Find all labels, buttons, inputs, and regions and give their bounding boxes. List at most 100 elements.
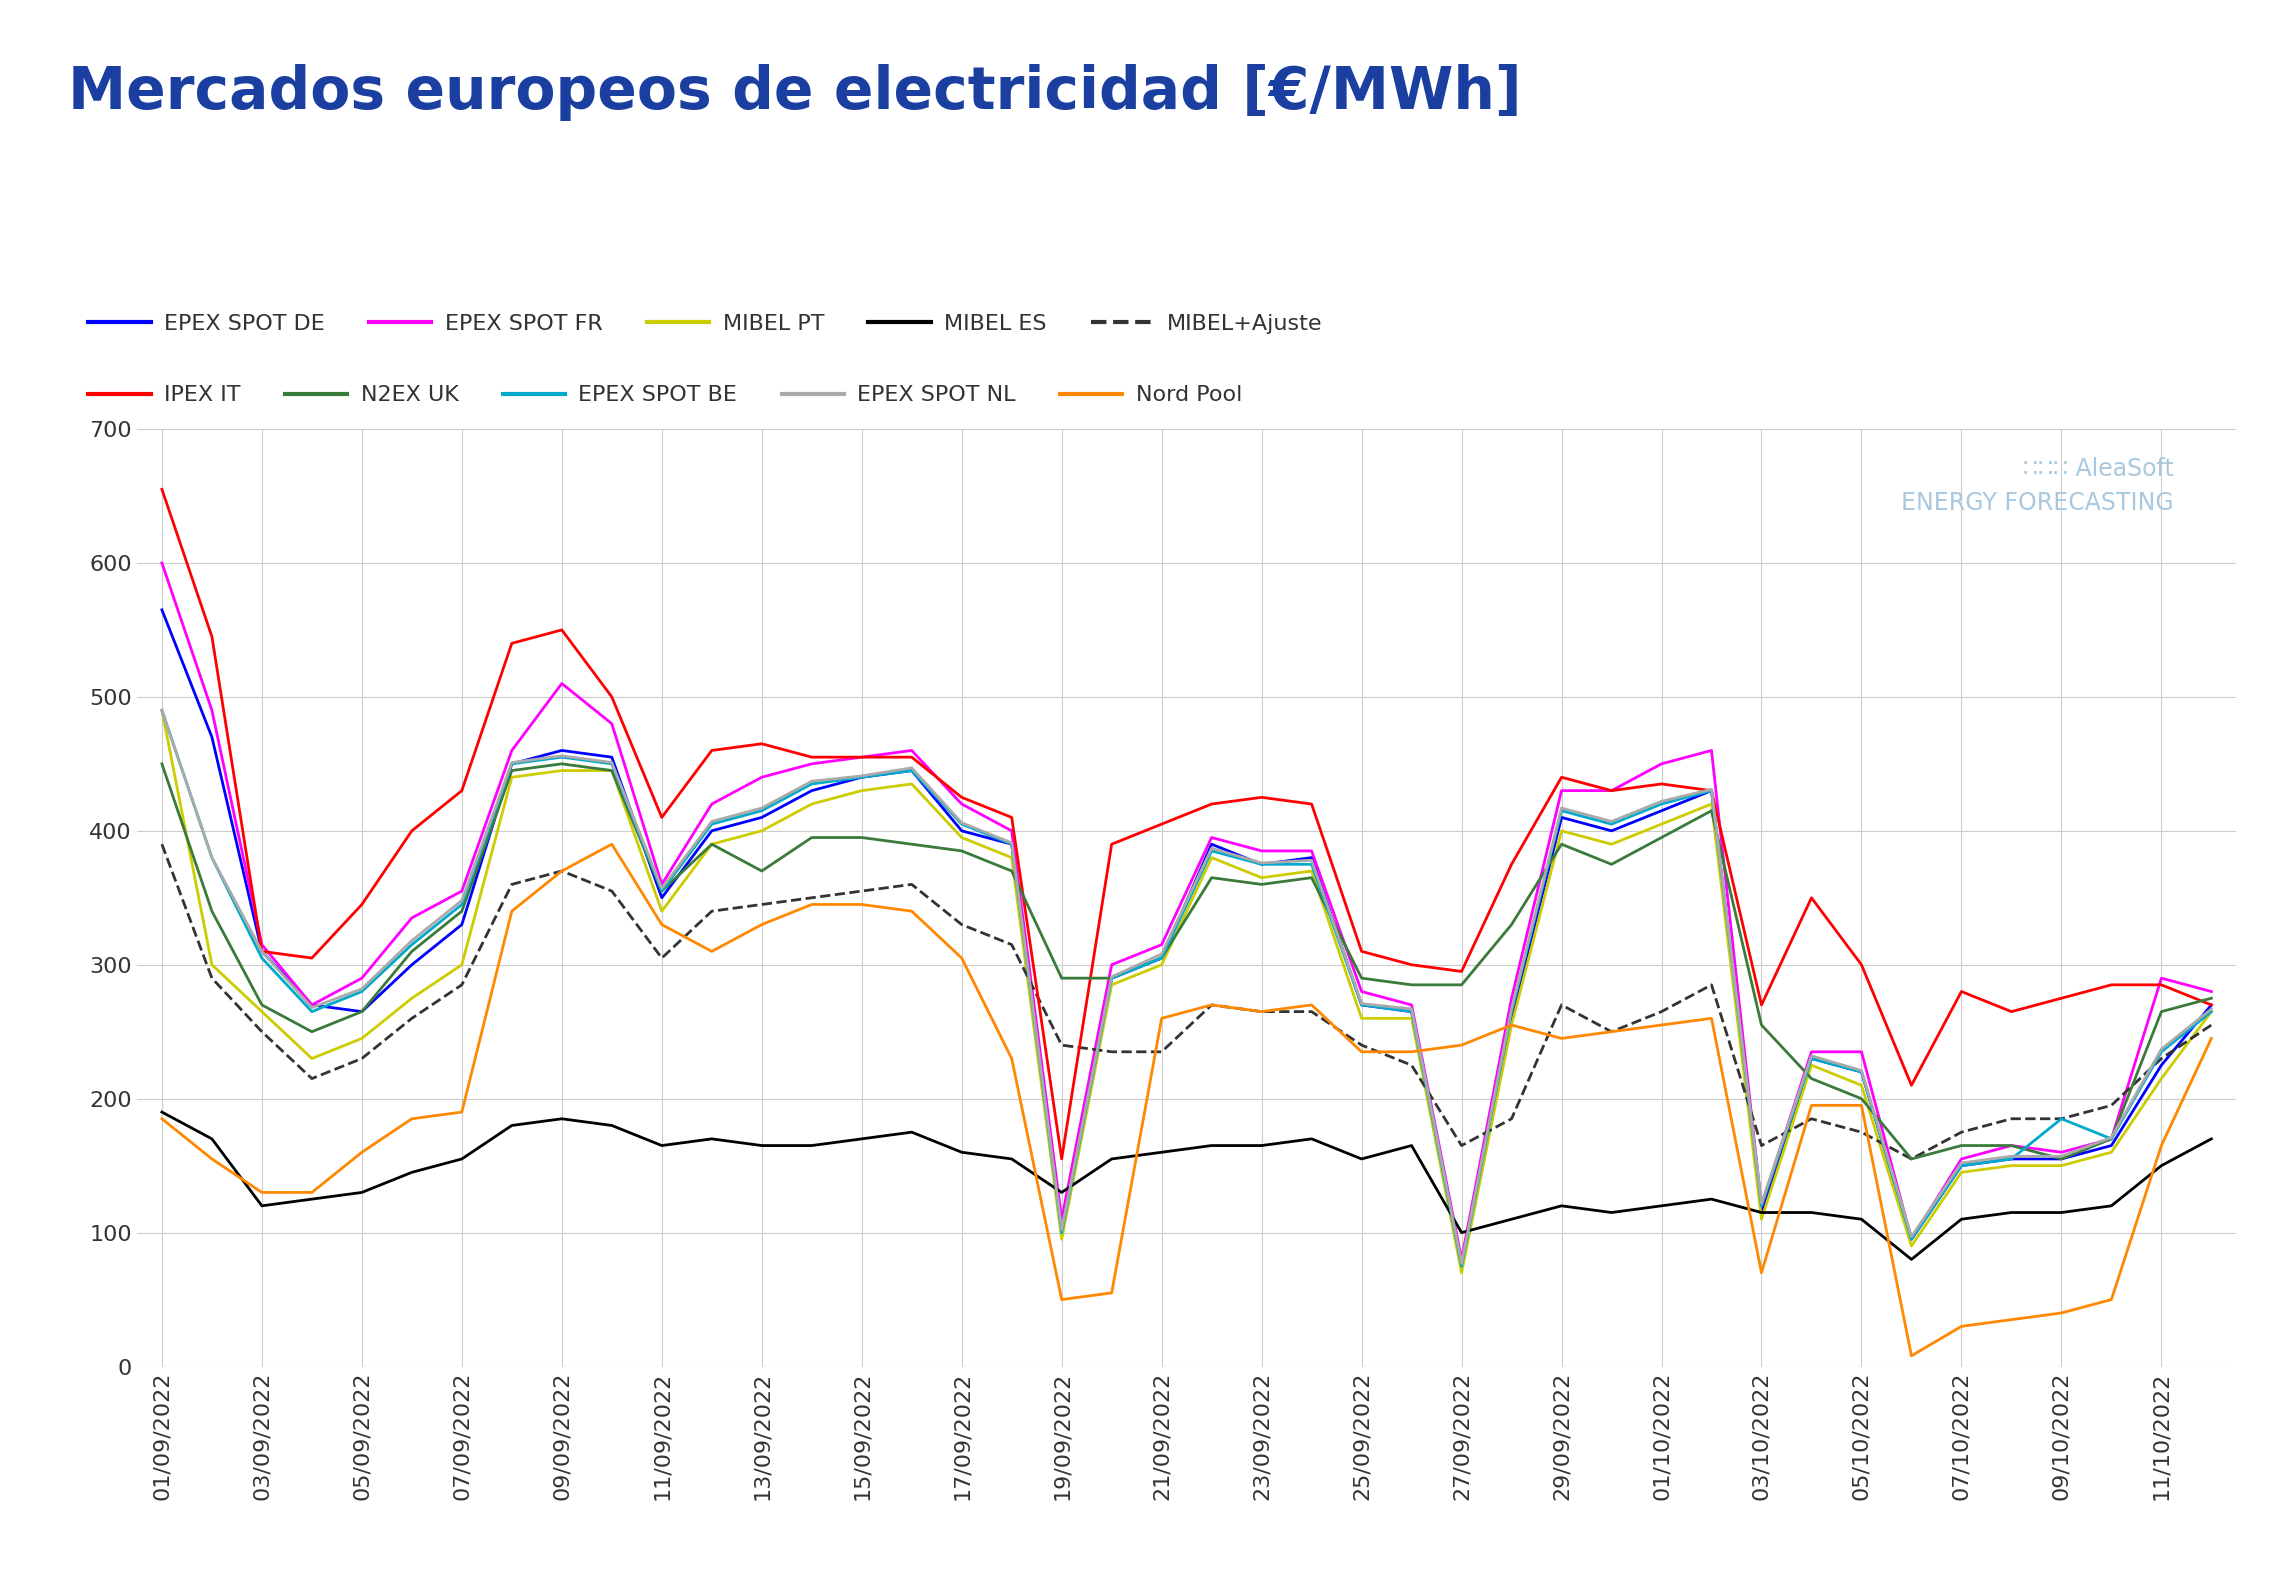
MIBEL ES (1798, 1203, 1826, 1222)
N2EX UK (1298, 868, 1326, 887)
MIBEL+Ajuste (1698, 976, 1725, 995)
MIBEL PT (1098, 976, 1125, 995)
IPEX IT (497, 634, 525, 653)
EPEX SPOT DE (2147, 1055, 2175, 1074)
MIBEL PT (148, 701, 176, 720)
EPEX SPOT FR (497, 740, 525, 760)
MIBEL+Ajuste (199, 969, 226, 988)
Line: N2EX UK: N2EX UK (162, 764, 2211, 1158)
EPEX SPOT BE (698, 815, 726, 834)
EPEX SPOT DE (199, 728, 226, 747)
EPEX SPOT FR (899, 740, 926, 760)
Nord Pool (1547, 1030, 1575, 1049)
MIBEL ES (1198, 1136, 1225, 1155)
Nord Pool (397, 1109, 424, 1128)
EPEX SPOT DE (1497, 1009, 1524, 1028)
IPEX IT (397, 822, 424, 841)
EPEX SPOT NL (1447, 1254, 1474, 1273)
Nord Pool (1198, 995, 1225, 1014)
IPEX IT (1949, 982, 1976, 1001)
EPEX SPOT FR (1547, 782, 1575, 801)
N2EX UK (397, 942, 424, 961)
Line: MIBEL+Ajuste: MIBEL+Ajuste (162, 844, 2211, 1158)
EPEX SPOT BE (1698, 782, 1725, 801)
Nord Pool (1447, 1036, 1474, 1055)
N2EX UK (2047, 1149, 2074, 1168)
IPEX IT (548, 620, 575, 639)
EPEX SPOT NL (1648, 791, 1675, 810)
Text: Mercados europeos de electricidad [€/MWh]: Mercados europeos de electricidad [€/MWh… (68, 64, 1522, 121)
N2EX UK (748, 861, 776, 880)
MIBEL ES (1047, 1182, 1075, 1201)
MIBEL ES (648, 1136, 675, 1155)
EPEX SPOT NL (1399, 999, 1426, 1019)
EPEX SPOT FR (849, 747, 876, 766)
MIBEL PT (349, 1030, 377, 1049)
MIBEL ES (1597, 1203, 1625, 1222)
MIBEL+Ajuste (1298, 1003, 1326, 1022)
IPEX IT (1497, 855, 1524, 874)
MIBEL PT (1949, 1163, 1976, 1182)
EPEX SPOT DE (1798, 1049, 1826, 1068)
IPEX IT (1047, 1149, 1075, 1168)
Line: IPEX IT: IPEX IT (162, 489, 2211, 1158)
EPEX SPOT NL (1997, 1147, 2024, 1166)
EPEX SPOT NL (349, 979, 377, 998)
N2EX UK (997, 861, 1025, 880)
MIBEL PT (899, 774, 926, 793)
EPEX SPOT DE (1148, 949, 1175, 968)
Nord Pool (249, 1182, 276, 1201)
Nord Pool (1349, 1042, 1376, 1061)
EPEX SPOT DE (849, 767, 876, 787)
EPEX SPOT FR (1748, 1197, 1775, 1216)
IPEX IT (997, 807, 1025, 826)
MIBEL PT (199, 955, 226, 974)
Nord Pool (799, 895, 826, 914)
Line: Nord Pool: Nord Pool (162, 844, 2211, 1355)
MIBEL PT (1997, 1157, 2024, 1176)
Nord Pool (1698, 1009, 1725, 1028)
EPEX SPOT DE (748, 807, 776, 826)
EPEX SPOT FR (1899, 1230, 1926, 1249)
EPEX SPOT DE (249, 942, 276, 961)
MIBEL ES (497, 1115, 525, 1135)
Text: ∷∷∷ AleaSoft
      ENERGY FORECASTING: ∷∷∷ AleaSoft ENERGY FORECASTING (1855, 458, 2172, 515)
EPEX SPOT BE (299, 1003, 326, 1022)
EPEX SPOT BE (1349, 995, 1376, 1014)
N2EX UK (1648, 828, 1675, 847)
MIBEL+Ajuste (997, 934, 1025, 953)
EPEX SPOT BE (1648, 794, 1675, 814)
MIBEL ES (1098, 1149, 1125, 1168)
N2EX UK (899, 834, 926, 853)
Nord Pool (1497, 1015, 1524, 1034)
MIBEL PT (1399, 1009, 1426, 1028)
MIBEL ES (899, 1122, 926, 1141)
N2EX UK (1148, 949, 1175, 968)
EPEX SPOT FR (148, 553, 176, 572)
MIBEL PT (2147, 1069, 2175, 1088)
EPEX SPOT DE (1349, 995, 1376, 1014)
Legend: IPEX IT, N2EX UK, EPEX SPOT BE, EPEX SPOT NL, Nord Pool: IPEX IT, N2EX UK, EPEX SPOT BE, EPEX SPO… (80, 377, 1251, 415)
EPEX SPOT FR (397, 909, 424, 928)
MIBEL PT (2198, 1003, 2225, 1022)
MIBEL+Ajuste (799, 888, 826, 907)
MIBEL+Ajuste (748, 895, 776, 914)
MIBEL+Ajuste (397, 1009, 424, 1028)
MIBEL ES (1349, 1149, 1376, 1168)
MIBEL+Ajuste (1349, 1036, 1376, 1055)
Line: MIBEL ES: MIBEL ES (162, 1112, 2211, 1260)
EPEX SPOT NL (1198, 839, 1225, 858)
MIBEL+Ajuste (2147, 1049, 2175, 1068)
N2EX UK (799, 828, 826, 847)
N2EX UK (148, 755, 176, 774)
EPEX SPOT DE (2047, 1149, 2074, 1168)
MIBEL PT (799, 794, 826, 814)
MIBEL+Ajuste (899, 876, 926, 895)
MIBEL+Ajuste (299, 1069, 326, 1088)
Nord Pool (997, 1049, 1025, 1068)
MIBEL+Ajuste (249, 1022, 276, 1041)
EPEX SPOT NL (1148, 944, 1175, 963)
MIBEL ES (598, 1115, 625, 1135)
MIBEL PT (947, 828, 974, 847)
EPEX SPOT DE (1698, 782, 1725, 801)
